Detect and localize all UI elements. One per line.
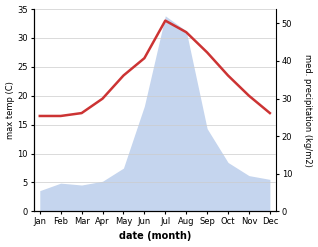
Y-axis label: max temp (C): max temp (C): [5, 81, 15, 139]
Y-axis label: med. precipitation (kg/m2): med. precipitation (kg/m2): [303, 54, 313, 167]
X-axis label: date (month): date (month): [119, 231, 191, 242]
